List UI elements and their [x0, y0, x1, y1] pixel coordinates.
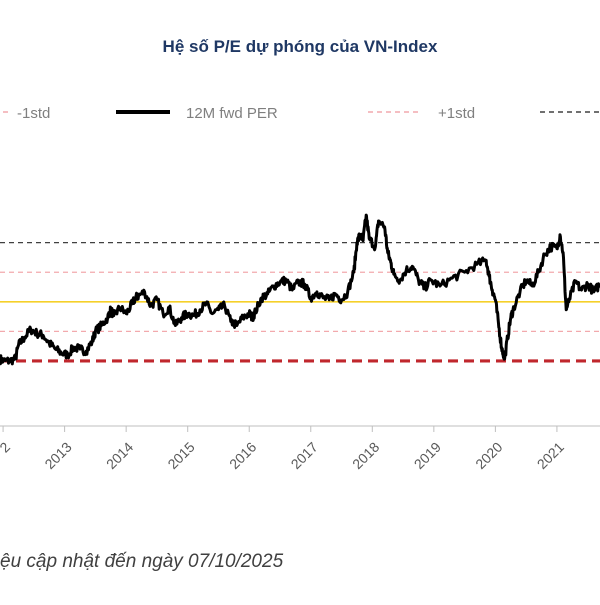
- x-tick-label: 2021: [534, 439, 567, 472]
- legend-label-plus1std: +1std: [438, 105, 475, 122]
- x-tick-label: 2016: [226, 439, 259, 472]
- x-tick-label: 2019: [411, 439, 444, 472]
- x-axis-ticks: 220132014201520162017201820192020202120: [0, 426, 567, 472]
- chart-title: Hệ số P/E dự phóng của VN-Index: [163, 37, 438, 56]
- x-tick-label: 2020: [472, 439, 505, 472]
- x-tick-label: 2013: [41, 439, 74, 472]
- legend-label-minus1std: -1std: [17, 105, 50, 122]
- x-tick-label: 2018: [349, 439, 382, 472]
- x-tick-label: 2017: [288, 439, 321, 472]
- footnote: ệu cập nhật đến ngày 07/10/2025: [0, 551, 284, 572]
- x-tick-label: 2014: [103, 439, 136, 472]
- x-tick-label: 2015: [164, 439, 197, 472]
- legend: -1std 12M fwd PER +1std: [0, 105, 600, 122]
- legend-label-per: 12M fwd PER: [186, 105, 278, 122]
- series-line-per: [0, 213, 600, 366]
- x-tick-label: 2: [0, 439, 13, 456]
